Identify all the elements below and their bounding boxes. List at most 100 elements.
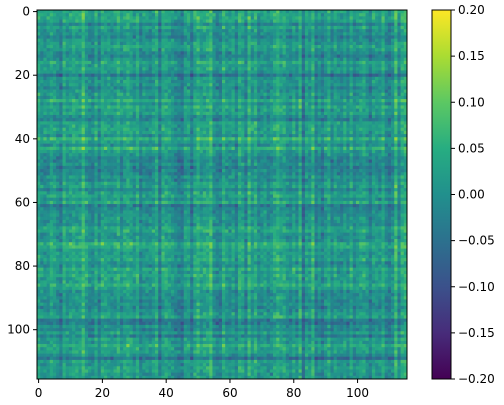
heatmap-cell xyxy=(298,143,303,148)
heatmap-cell xyxy=(228,111,232,116)
heatmap-cell xyxy=(336,70,341,74)
heatmap-cell xyxy=(320,29,325,33)
heatmap-cell xyxy=(368,86,373,90)
heatmap-cell xyxy=(362,92,366,97)
heatmap-cell xyxy=(333,83,338,87)
heatmap-cell xyxy=(62,48,67,52)
heatmap-cell xyxy=(113,44,118,49)
heatmap-cell xyxy=(397,111,401,116)
heatmap-cell xyxy=(43,95,47,100)
heatmap-cell xyxy=(250,130,255,135)
heatmap-cell xyxy=(88,92,92,97)
heatmap-cell xyxy=(196,16,201,20)
heatmap-cell xyxy=(151,95,156,100)
heatmap-cell xyxy=(68,83,73,87)
heatmap-cell xyxy=(199,83,204,87)
heatmap-cell xyxy=(145,95,149,100)
heatmap-cell xyxy=(135,114,140,119)
heatmap-cell xyxy=(247,134,252,138)
heatmap-cell xyxy=(327,13,331,17)
heatmap-cell xyxy=(116,29,121,33)
heatmap-cell xyxy=(317,70,322,74)
heatmap-cell xyxy=(365,10,370,14)
heatmap-cell xyxy=(250,76,255,81)
heatmap-cell xyxy=(368,70,373,74)
heatmap-cell xyxy=(91,137,95,141)
heatmap-cell xyxy=(132,127,137,132)
heatmap-cell xyxy=(100,92,105,97)
heatmap-cell xyxy=(212,118,216,122)
heatmap-cell xyxy=(266,70,271,74)
heatmap-cell xyxy=(116,51,121,55)
heatmap-cell xyxy=(237,35,242,39)
heatmap-cell xyxy=(400,140,405,144)
heatmap-cell xyxy=(266,48,271,52)
heatmap-cell xyxy=(167,25,172,30)
heatmap-cell xyxy=(301,108,306,113)
heatmap-cell xyxy=(161,124,165,129)
heatmap-cell xyxy=(132,19,137,24)
heatmap-cell xyxy=(273,22,277,27)
heatmap-cell xyxy=(279,130,283,135)
heatmap-cell xyxy=(148,134,153,138)
heatmap-cell xyxy=(142,57,146,62)
heatmap-cell xyxy=(209,105,213,109)
heatmap-cell xyxy=(183,108,188,113)
heatmap-cell xyxy=(170,95,175,100)
heatmap-cell xyxy=(167,41,172,46)
heatmap-cell xyxy=(107,83,111,87)
heatmap-cell xyxy=(126,22,130,27)
heatmap-cell xyxy=(285,105,290,109)
heatmap-cell xyxy=(91,140,95,144)
heatmap-cell xyxy=(327,86,331,90)
heatmap-cell xyxy=(250,99,255,103)
heatmap-cell xyxy=(142,111,146,116)
heatmap-cell xyxy=(371,130,376,135)
heatmap-cell xyxy=(52,16,57,20)
heatmap-cell xyxy=(49,70,54,74)
heatmap-cell xyxy=(234,89,239,94)
heatmap-cell xyxy=(148,32,153,36)
heatmap-cell xyxy=(174,143,178,148)
heatmap-cell xyxy=(91,38,95,43)
heatmap-cell xyxy=(151,19,156,24)
heatmap-cell xyxy=(231,130,236,135)
heatmap-cell xyxy=(378,121,382,125)
heatmap-cell xyxy=(403,114,408,119)
heatmap-cell xyxy=(244,114,248,119)
heatmap-cell xyxy=(110,92,114,97)
heatmap-cell xyxy=(371,13,376,17)
heatmap-cell xyxy=(222,67,226,71)
heatmap-cell xyxy=(72,83,76,87)
heatmap-cell xyxy=(298,140,303,144)
heatmap-cell xyxy=(257,79,261,84)
heatmap-cell xyxy=(237,57,242,62)
heatmap-cell xyxy=(49,60,54,65)
heatmap-cell xyxy=(148,143,153,148)
heatmap-cell xyxy=(209,134,213,138)
heatmap-cell xyxy=(68,76,73,81)
heatmap-cell xyxy=(177,79,181,84)
heatmap-cell xyxy=(273,32,277,36)
heatmap-cell xyxy=(257,25,261,30)
heatmap-cell xyxy=(170,22,175,27)
heatmap-cell xyxy=(84,111,89,116)
heatmap-cell xyxy=(62,114,67,119)
heatmap-cell xyxy=(81,29,86,33)
heatmap-cell xyxy=(371,16,376,20)
heatmap-cell xyxy=(193,137,197,141)
heatmap-cell xyxy=(260,29,264,33)
heatmap-cell xyxy=(202,54,207,59)
heatmap-cell xyxy=(155,22,159,27)
heatmap-cell xyxy=(403,118,408,122)
heatmap-cell xyxy=(94,86,98,90)
heatmap-cell xyxy=(365,89,370,94)
heatmap-cell xyxy=(381,99,386,103)
heatmap-cell xyxy=(304,13,309,17)
heatmap-cell xyxy=(65,79,70,84)
heatmap-cell xyxy=(346,13,350,17)
heatmap-cell xyxy=(126,111,130,116)
heatmap-cell xyxy=(237,114,242,119)
heatmap-cell xyxy=(139,54,143,59)
heatmap-cell xyxy=(308,89,312,94)
